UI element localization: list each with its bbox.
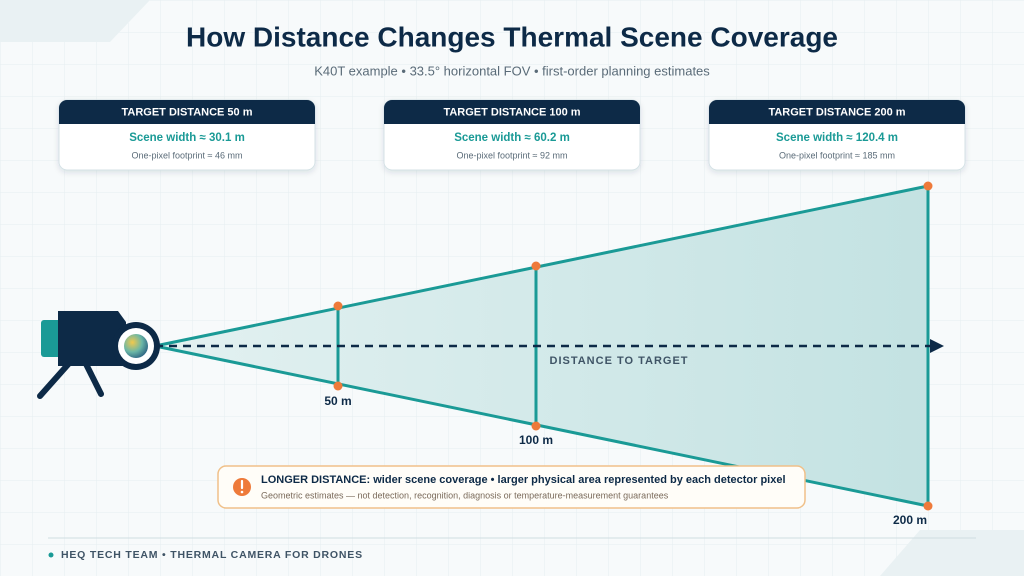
camera-icon bbox=[37, 311, 160, 399]
pixel-footprint: One-pixel footprint ≈ 185 mm bbox=[779, 150, 895, 160]
distance-marker: 100 m bbox=[519, 433, 553, 447]
note-box bbox=[217, 465, 806, 509]
scene-width: Scene width ≈ 60.2 m bbox=[454, 132, 570, 144]
card: TARGET DISTANCE 50 m Scene width ≈ 30.1 m… bbox=[58, 99, 316, 171]
note-body: wider scene coverage • larger physical a… bbox=[372, 474, 785, 486]
pixel-footprint: One-pixel footprint ≈ 46 mm bbox=[132, 150, 243, 160]
card-heading: TARGET DISTANCE 50 m bbox=[122, 106, 253, 118]
card-header bbox=[384, 100, 640, 124]
distance-marker: 50 m bbox=[324, 394, 351, 408]
card-header bbox=[709, 100, 965, 124]
card-header bbox=[59, 100, 315, 124]
arrowhead bbox=[930, 339, 944, 353]
coverage-cone bbox=[155, 186, 928, 506]
corner-decor bbox=[880, 530, 1024, 576]
card: TARGET DISTANCE 200 m Scene width ≈ 120.4… bbox=[708, 99, 966, 171]
note-text: LONGER DISTANCE: wider scene coverage • … bbox=[261, 474, 786, 486]
scene-width: Scene width ≈ 120.4 m bbox=[776, 132, 898, 144]
distance-marker: 200 m bbox=[893, 513, 927, 527]
cards: TARGET DISTANCE 50 m Scene width ≈ 30.1 m… bbox=[58, 99, 966, 171]
axis-label: DISTANCE TO TARGET bbox=[550, 355, 689, 367]
corner-decor bbox=[0, 0, 150, 42]
card: TARGET DISTANCE 100 m Scene width ≈ 60.2 … bbox=[383, 99, 641, 171]
warning-icon bbox=[240, 490, 244, 494]
footer: HEQ TECH TEAM • THERMAL CAMERA FOR DRONE… bbox=[61, 549, 363, 561]
endpoints bbox=[333, 181, 933, 511]
pixel-footprint: One-pixel footprint ≈ 92 mm bbox=[457, 150, 568, 160]
title: How Distance Changes Thermal Scene Cover… bbox=[186, 21, 838, 52]
card-heading: TARGET DISTANCE 100 m bbox=[443, 106, 580, 118]
fov-edge bbox=[154, 184, 929, 348]
subtitle: K40T example • 33.5° horizontal FOV • fi… bbox=[314, 63, 710, 78]
scene-width: Scene width ≈ 30.1 m bbox=[129, 132, 245, 144]
note-caveat: Geometric estimates — not detection, rec… bbox=[261, 490, 669, 500]
footer-dot bbox=[48, 552, 54, 558]
note-lead: LONGER DISTANCE: bbox=[261, 474, 370, 486]
card-heading: TARGET DISTANCE 200 m bbox=[768, 106, 905, 118]
